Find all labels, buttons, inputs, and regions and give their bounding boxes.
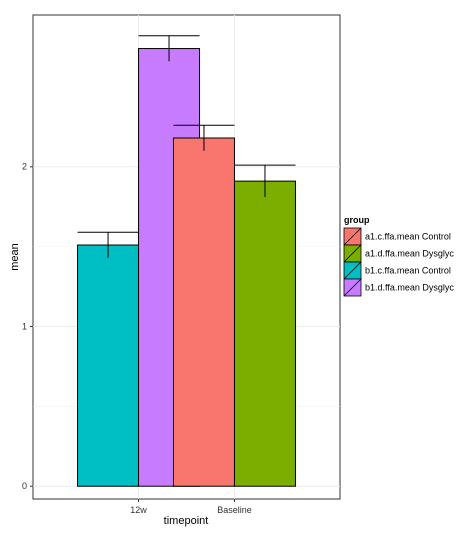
legend-title: group	[344, 215, 370, 225]
y-tick-label: 1	[22, 321, 27, 331]
x-tick-label: Baseline	[217, 505, 252, 515]
legend-key-slash	[343, 244, 362, 263]
legend-key-slash	[343, 278, 362, 297]
error-bars	[77, 35, 296, 258]
legend-label: b1.c.ffa.mean Control	[365, 266, 451, 276]
y-tick-label: 0	[22, 481, 27, 491]
bars	[77, 48, 296, 487]
y-tick-label: 2	[22, 162, 27, 172]
legend-key-slash	[343, 227, 362, 246]
bar	[77, 244, 140, 487]
legend-key-slash	[343, 261, 362, 280]
legend-label: a1.d.ffa.mean Dysglyc	[365, 249, 454, 259]
legend-label: a1.c.ffa.mean Control	[365, 232, 451, 242]
bar	[233, 180, 296, 487]
x-axis-ticks: 12w Baseline	[130, 499, 252, 515]
x-tick-label: 12w	[130, 505, 147, 515]
x-axis-title: timepoint	[164, 515, 209, 527]
legend-entries: a1.c.ffa.mean Control a1.d.ffa.mean Dysgl…	[343, 227, 454, 297]
y-axis-ticks: 0 1 2	[22, 162, 33, 491]
bar	[172, 137, 235, 487]
y-axis-title: mean	[9, 243, 21, 271]
legend: group a1.c.ffa.mean Control a1.d.ffa.mean…	[343, 215, 454, 297]
legend-label: b1.d.ffa.mean Dysglyc	[365, 283, 454, 293]
